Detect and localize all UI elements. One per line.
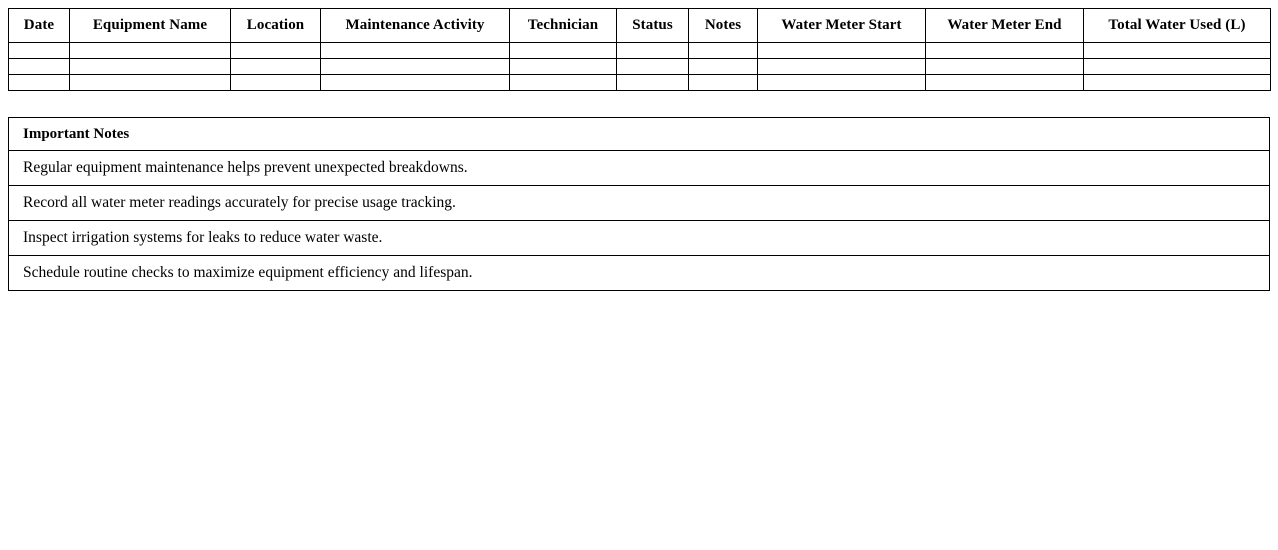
log-column-header-4: Technician [509,8,617,43]
list-item: Regular equipment maintenance helps prev… [8,150,1270,186]
log-column-header-6: Notes [688,8,758,43]
log-cell-0-4[interactable] [509,42,617,59]
list-item: Schedule routine checks to maximize equi… [8,255,1270,291]
log-cell-1-0[interactable] [8,58,70,75]
log-cell-2-8[interactable] [925,74,1084,91]
log-column-header-1: Equipment Name [69,8,231,43]
log-table-header: Date Equipment Name Location Maintenance Ac… [8,8,1271,43]
log-cell-1-5[interactable] [616,58,689,75]
log-cell-2-3[interactable] [320,74,510,91]
note-text-0: Regular equipment maintenance helps prev… [8,150,1270,186]
log-cell-0-7[interactable] [757,42,926,59]
log-cell-1-7[interactable] [757,58,926,75]
log-cell-0-5[interactable] [616,42,689,59]
log-cell-2-5[interactable] [616,74,689,91]
log-cell-0-2[interactable] [230,42,321,59]
maintenance-log-table-container: Date Equipment Name Location Maintenance Ac… [8,8,1271,91]
log-cell-0-3[interactable] [320,42,510,59]
log-cell-0-0[interactable] [8,42,70,59]
log-cell-1-4[interactable] [509,58,617,75]
log-column-header-9: Total Water Used (L) [1083,8,1271,43]
log-cell-1-9[interactable] [1083,58,1271,75]
maintenance-log-table: Date Equipment Name Location Maintenance Ac… [8,8,1271,91]
log-table-body [8,42,1271,91]
note-text-3: Schedule routine checks to maximize equi… [8,255,1270,291]
notes-table-body: Regular equipment maintenance helps prev… [8,150,1270,291]
log-column-header-3: Maintenance Activity [320,8,510,43]
important-notes-table-container: Important Notes Regular equipment mainte… [8,117,1270,291]
log-cell-2-0[interactable] [8,74,70,91]
log-cell-2-2[interactable] [230,74,321,91]
log-cell-2-1[interactable] [69,74,231,91]
log-column-header-8: Water Meter End [925,8,1084,43]
log-cell-1-3[interactable] [320,58,510,75]
log-column-header-0: Date [8,8,70,43]
important-notes-table: Important Notes Regular equipment mainte… [8,117,1270,291]
log-cell-2-4[interactable] [509,74,617,91]
log-cell-0-6[interactable] [688,42,758,59]
log-cell-1-1[interactable] [69,58,231,75]
log-cell-2-6[interactable] [688,74,758,91]
log-cell-0-8[interactable] [925,42,1084,59]
list-item: Inspect irrigation systems for leaks to … [8,220,1270,256]
note-text-2: Inspect irrigation systems for leaks to … [8,220,1270,256]
notes-table-header: Important Notes [8,117,1270,151]
log-cell-0-1[interactable] [69,42,231,59]
notes-header-row: Important Notes [8,117,1270,151]
table-row[interactable] [8,58,1271,75]
log-cell-1-2[interactable] [230,58,321,75]
notes-section-title: Important Notes [8,117,1270,151]
table-row[interactable] [8,74,1271,91]
log-cell-1-8[interactable] [925,58,1084,75]
log-column-header-2: Location [230,8,321,43]
list-item: Record all water meter readings accurate… [8,185,1270,221]
note-text-1: Record all water meter readings accurate… [8,185,1270,221]
log-cell-2-9[interactable] [1083,74,1271,91]
log-cell-1-6[interactable] [688,58,758,75]
log-table-header-row: Date Equipment Name Location Maintenance Ac… [8,8,1271,43]
log-cell-0-9[interactable] [1083,42,1271,59]
log-column-header-5: Status [616,8,689,43]
log-column-header-7: Water Meter Start [757,8,926,43]
log-cell-2-7[interactable] [757,74,926,91]
table-row[interactable] [8,42,1271,59]
